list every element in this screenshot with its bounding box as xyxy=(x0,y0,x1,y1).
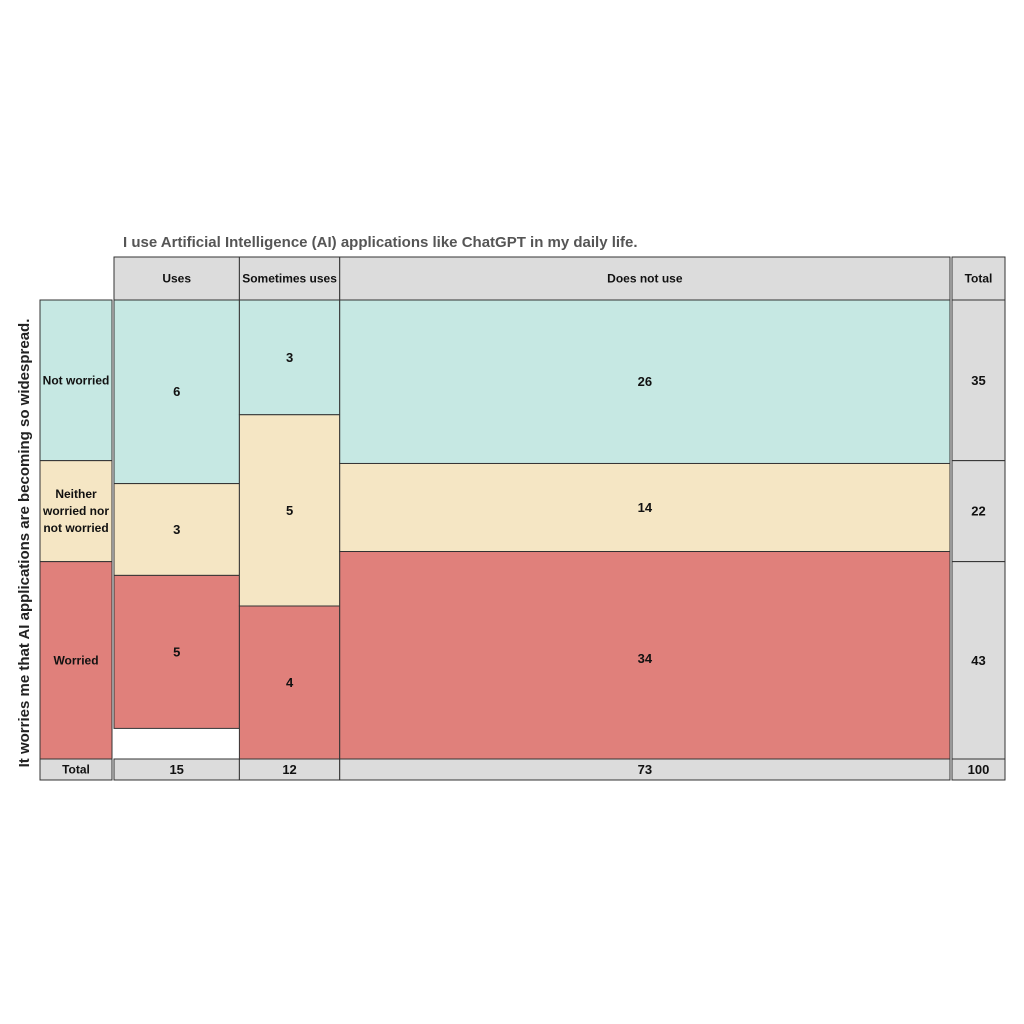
column-header-cell xyxy=(339,256,951,301)
mosaic-tile xyxy=(238,605,341,760)
tile-value-label: 26 xyxy=(638,374,652,389)
row-label: Not worried xyxy=(43,373,110,387)
column-total-label: 12 xyxy=(282,762,296,777)
total-column-header-label: Total xyxy=(965,272,993,286)
row-label-line: not worried xyxy=(43,521,108,535)
total-column-header-cell xyxy=(951,256,1006,301)
tile-value-label: 5 xyxy=(286,503,293,518)
column-header-label: Uses xyxy=(162,272,191,286)
column-total-label: 73 xyxy=(638,762,652,777)
column-header-label: Does not use xyxy=(607,272,683,286)
total-row-label-cell xyxy=(39,758,113,781)
mosaic-tile xyxy=(339,462,951,553)
row-label-line: Not worried xyxy=(43,373,110,387)
mosaic-tile xyxy=(339,299,951,464)
row-total-label: 35 xyxy=(971,373,985,388)
tile-value-label: 3 xyxy=(286,350,293,365)
tile-value-label: 5 xyxy=(173,644,180,659)
row-total-label: 43 xyxy=(971,653,985,668)
total-row-label: Total xyxy=(62,763,90,777)
row-label-cell xyxy=(39,299,113,462)
row-label: Neither worried nor not worried xyxy=(42,487,109,535)
row-total-label: 22 xyxy=(971,504,985,519)
mosaic-tile xyxy=(339,551,951,766)
column-header-label: Sometimes uses xyxy=(242,272,337,286)
row-label-line: worried nor xyxy=(42,504,109,518)
tile-value-label: 3 xyxy=(173,522,180,537)
chart-title: I use Artificial Intelligence (AI) appli… xyxy=(123,234,638,251)
column-header-cell xyxy=(113,256,240,301)
column-header-cell xyxy=(238,256,341,301)
mosaic-tile xyxy=(113,299,240,485)
column-total-cell xyxy=(339,758,951,781)
tile-value-label: 14 xyxy=(638,500,653,515)
tile-value-label: 4 xyxy=(286,675,294,690)
column-total-label: 15 xyxy=(169,762,183,777)
row-label: Worried xyxy=(53,653,98,667)
row-total-cell xyxy=(951,561,1006,760)
grand-total-cell xyxy=(951,758,1006,781)
tile-value-label: 34 xyxy=(638,651,653,666)
tile-value-label: 6 xyxy=(173,384,180,399)
row-label-cell xyxy=(39,561,113,760)
row-label-line: Worried xyxy=(53,653,98,667)
row-total-cell xyxy=(951,299,1006,462)
mosaic-tile xyxy=(113,574,240,729)
mosaic-tile xyxy=(113,483,240,576)
mosaic-tile xyxy=(238,299,341,416)
row-label-line: Neither xyxy=(55,487,97,501)
row-total-cell xyxy=(951,460,1006,563)
row-label-cell xyxy=(39,460,113,563)
y-axis-label: It worries me that AI applications are b… xyxy=(16,319,33,768)
grand-total-label: 100 xyxy=(968,762,990,777)
